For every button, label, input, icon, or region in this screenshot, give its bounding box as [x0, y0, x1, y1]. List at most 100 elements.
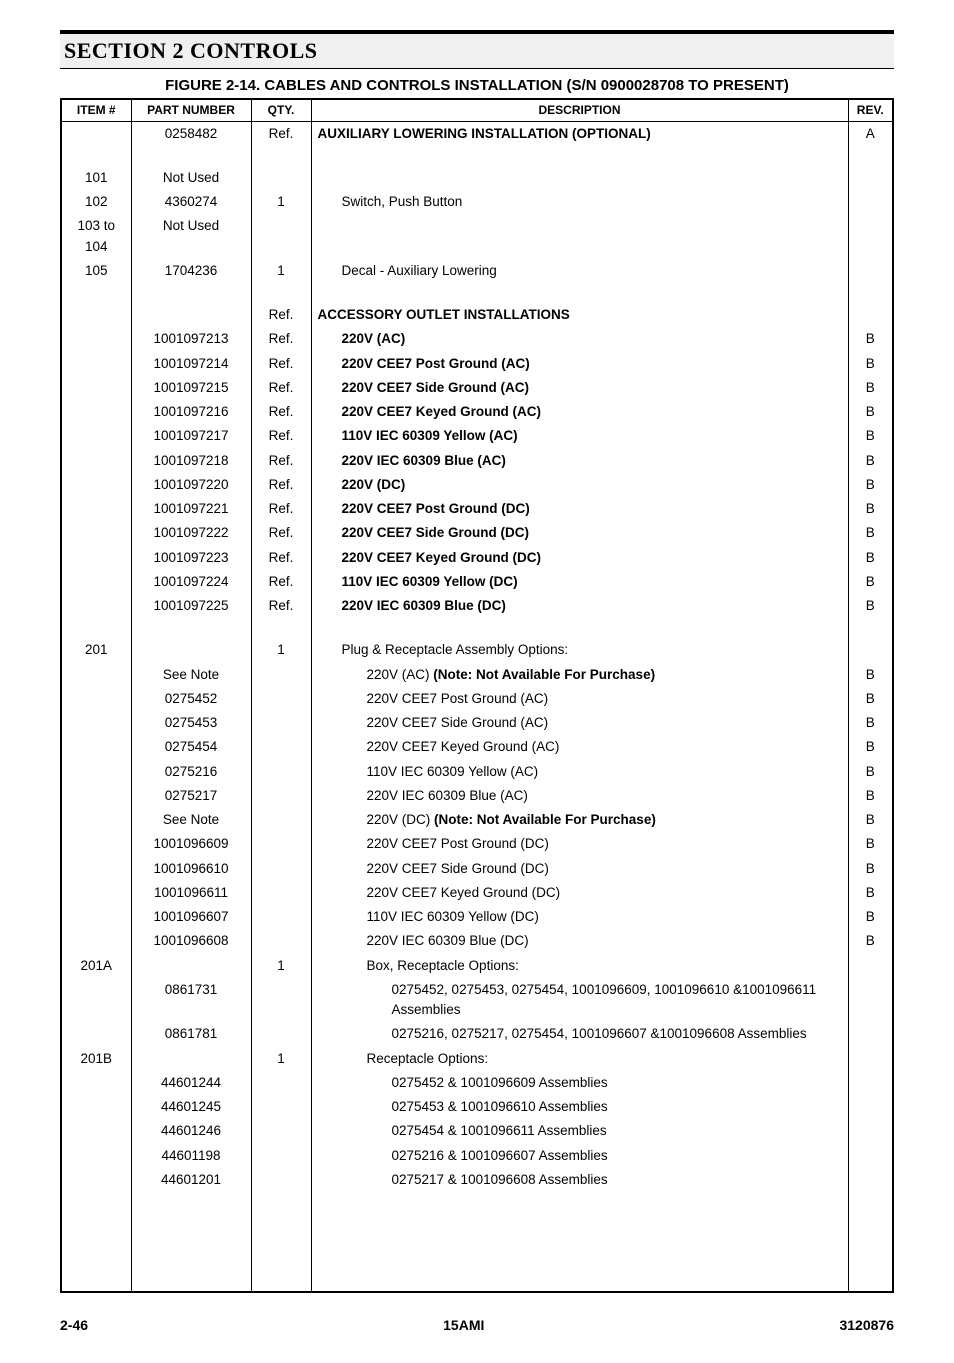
cell-qty: Ref. — [251, 400, 311, 424]
cell-part: 1001097220 — [131, 473, 251, 497]
cell-rev — [848, 303, 893, 327]
cell-description: 0275453 & 1001096610 Assemblies — [311, 1095, 848, 1119]
cell-item: 201B — [61, 1047, 131, 1071]
cell-item — [61, 735, 131, 759]
cell-description: 220V (AC) (Note: Not Available For Purch… — [311, 663, 848, 687]
cell-description: 220V (DC) (Note: Not Available For Purch… — [311, 808, 848, 832]
cell-rev — [848, 1022, 893, 1046]
cell-part: See Note — [131, 663, 251, 687]
cell-item: 101 — [61, 166, 131, 190]
cell-part: 1001097224 — [131, 570, 251, 594]
cell-description: 220V (DC) — [311, 473, 848, 497]
cell-item — [61, 784, 131, 808]
cell-item — [61, 121, 131, 146]
cell-rev: B — [848, 784, 893, 808]
cell-item — [61, 352, 131, 376]
cell-qty — [251, 1168, 311, 1192]
cell-qty: Ref. — [251, 546, 311, 570]
table-row: 1001097216Ref.220V CEE7 Keyed Ground (AC… — [61, 400, 893, 424]
cell-description: 220V CEE7 Side Ground (AC) — [311, 376, 848, 400]
cell-rev: B — [848, 663, 893, 687]
cell-item: 105 — [61, 259, 131, 283]
cell-qty — [251, 905, 311, 929]
cell-description: 110V IEC 60309 Yellow (DC) — [311, 905, 848, 929]
col-desc-header: DESCRIPTION — [311, 99, 848, 121]
cell-part: 1001097223 — [131, 546, 251, 570]
cell-qty — [251, 784, 311, 808]
table-row — [61, 283, 893, 303]
table-header-row: ITEM # PART NUMBER QTY. DESCRIPTION REV. — [61, 99, 893, 121]
cell-rev: B — [848, 881, 893, 905]
table-row: 2011Plug & Receptacle Assembly Options: — [61, 638, 893, 662]
cell-rev — [848, 978, 893, 1023]
table-row: 10243602741Switch, Push Button — [61, 190, 893, 214]
cell-rev — [848, 1168, 893, 1192]
cell-qty: Ref. — [251, 521, 311, 545]
cell-item — [61, 400, 131, 424]
table-row: 101Not Used — [61, 166, 893, 190]
cell-description: 220V CEE7 Side Ground (AC) — [311, 711, 848, 735]
cell-part: 1001096608 — [131, 929, 251, 953]
cell-item — [61, 1144, 131, 1168]
cell-part: 1001097221 — [131, 497, 251, 521]
table-row: 10517042361Decal - Auxiliary Lowering — [61, 259, 893, 283]
cell-description: 220V CEE7 Post Ground (AC) — [311, 687, 848, 711]
cell-rev: B — [848, 735, 893, 759]
parts-table: ITEM # PART NUMBER QTY. DESCRIPTION REV.… — [60, 98, 894, 1293]
col-rev-header: REV. — [848, 99, 893, 121]
cell-rev — [848, 1095, 893, 1119]
cell-description: 220V (AC) — [311, 327, 848, 351]
cell-rev — [848, 1071, 893, 1095]
cell-item — [61, 303, 131, 327]
cell-item — [61, 424, 131, 448]
table-row: 1001097220Ref.220V (DC)B — [61, 473, 893, 497]
cell-description: Plug & Receptacle Assembly Options: — [311, 638, 848, 662]
cell-part: Not Used — [131, 166, 251, 190]
cell-qty: 1 — [251, 638, 311, 662]
cell-part: 1001097214 — [131, 352, 251, 376]
cell-rev — [848, 214, 893, 259]
cell-qty — [251, 711, 311, 735]
cell-item — [61, 1168, 131, 1192]
cell-description: Box, Receptacle Options: — [311, 954, 848, 978]
cell-description: 0275454 & 1001096611 Assemblies — [311, 1119, 848, 1143]
cell-qty: 1 — [251, 1047, 311, 1071]
cell-rev — [848, 259, 893, 283]
cell-rev: B — [848, 929, 893, 953]
table-row: 1001097215Ref.220V CEE7 Side Ground (AC)… — [61, 376, 893, 400]
cell-qty: Ref. — [251, 570, 311, 594]
table-row: 0275217220V IEC 60309 Blue (AC)B — [61, 784, 893, 808]
cell-description: 220V CEE7 Keyed Ground (AC) — [311, 400, 848, 424]
col-qty-header: QTY. — [251, 99, 311, 121]
table-row: 1001097223Ref.220V CEE7 Keyed Ground (DC… — [61, 546, 893, 570]
cell-qty: Ref. — [251, 473, 311, 497]
cell-description: AUXILIARY LOWERING INSTALLATION (OPTIONA… — [311, 121, 848, 146]
cell-description: 110V IEC 60309 Yellow (AC) — [311, 760, 848, 784]
cell-rev: B — [848, 570, 893, 594]
cell-item — [61, 521, 131, 545]
cell-rev — [848, 638, 893, 662]
table-row: 1001097217Ref.110V IEC 60309 Yellow (AC)… — [61, 424, 893, 448]
cell-part: 44601201 — [131, 1168, 251, 1192]
cell-item — [61, 760, 131, 784]
cell-part: 44601246 — [131, 1119, 251, 1143]
cell-qty — [251, 1095, 311, 1119]
table-row — [61, 1192, 893, 1292]
cell-qty: Ref. — [251, 497, 311, 521]
cell-rev: B — [848, 400, 893, 424]
cell-rev: B — [848, 905, 893, 929]
cell-part — [131, 638, 251, 662]
cell-qty: Ref. — [251, 594, 311, 618]
table-row: 1001097214Ref.220V CEE7 Post Ground (AC)… — [61, 352, 893, 376]
table-row: 1001097224Ref.110V IEC 60309 Yellow (DC)… — [61, 570, 893, 594]
table-row: 1001097225Ref.220V IEC 60309 Blue (DC)B — [61, 594, 893, 618]
cell-rev — [848, 1144, 893, 1168]
cell-item — [61, 687, 131, 711]
cell-part: 1001097215 — [131, 376, 251, 400]
cell-rev: B — [848, 521, 893, 545]
cell-qty: Ref. — [251, 303, 311, 327]
cell-part — [131, 1047, 251, 1071]
cell-item — [61, 1119, 131, 1143]
cell-description: 0275452, 0275453, 0275454, 1001096609, 1… — [311, 978, 848, 1023]
table-row: 0275216110V IEC 60309 Yellow (AC)B — [61, 760, 893, 784]
